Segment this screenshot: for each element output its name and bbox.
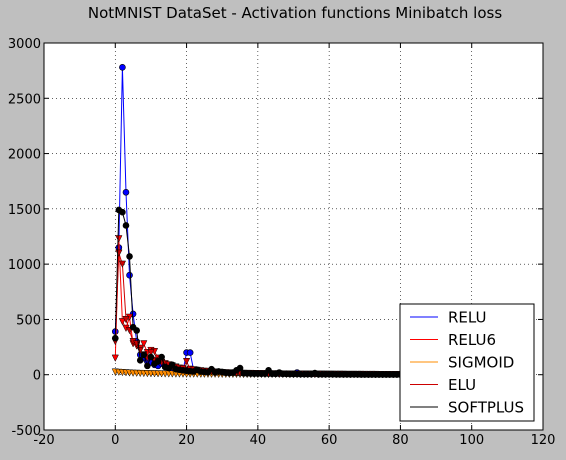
- y-tick-label: 1000: [8, 258, 41, 273]
- data-point: [111, 354, 119, 362]
- data-point: [122, 315, 130, 324]
- x-tick-label: 80: [392, 433, 409, 448]
- legend-label-softplus: SOFTPLUS: [448, 399, 524, 417]
- legend-label-relu6: RELU6: [448, 331, 496, 349]
- data-point: [140, 351, 148, 359]
- x-tick-label: 120: [531, 433, 556, 448]
- data-point: [147, 349, 155, 357]
- data-point: [186, 349, 194, 356]
- y-tick-label: 0: [33, 369, 41, 384]
- y-tick-label: 1500: [8, 203, 41, 218]
- y-tick-label: 2000: [8, 148, 41, 163]
- chart-title: NotMNIST DataSet - Activation functions …: [88, 4, 502, 22]
- x-tick-label: 40: [250, 433, 267, 448]
- data-point: [122, 188, 130, 196]
- x-tick-label: 60: [321, 433, 338, 448]
- ticks: -20 0 20 40 60 80 100 120 -500 0 500 1000 1500 2000 25…: [8, 37, 556, 448]
- legend: RELU RELU6 SIGMOID ELU SOFTPLUS: [399, 303, 535, 422]
- legend-label-relu: RELU: [448, 309, 487, 327]
- x-tick-label: 20: [178, 433, 195, 448]
- data-point: [111, 334, 119, 342]
- data-point: [119, 64, 126, 71]
- data-point: [118, 318, 127, 326]
- y-tick-label: -500: [11, 424, 41, 439]
- y-tick-label: 500: [16, 313, 41, 328]
- x-tick-label: 0: [111, 433, 119, 448]
- data-point: [147, 353, 155, 361]
- data-point: [140, 340, 148, 348]
- data-point: [119, 208, 126, 216]
- data-point: [136, 357, 144, 364]
- y-tick-label: 3000: [8, 37, 41, 52]
- legend-label-sigmoid: SIGMOID: [448, 354, 514, 372]
- data-point: [133, 327, 140, 334]
- data-point: [182, 357, 191, 366]
- data-point: [144, 362, 151, 370]
- data-point: [118, 260, 127, 268]
- grid: [44, 43, 543, 430]
- data-point: [154, 358, 162, 365]
- x-tick-label: -20: [33, 433, 54, 448]
- plot-frame: [43, 42, 544, 431]
- series-softplus: [111, 206, 404, 378]
- data-point: [158, 353, 165, 361]
- data-point: [126, 271, 133, 279]
- data-point: [169, 361, 176, 369]
- data-point: [122, 222, 130, 229]
- legend-label-elu: ELU: [448, 376, 476, 394]
- y-tick-label: 2500: [8, 92, 41, 107]
- data-point: [236, 364, 244, 372]
- data-point: [126, 253, 133, 260]
- data-point: [115, 235, 123, 243]
- legend-box: [399, 303, 535, 422]
- x-tick-label: 100: [459, 433, 484, 448]
